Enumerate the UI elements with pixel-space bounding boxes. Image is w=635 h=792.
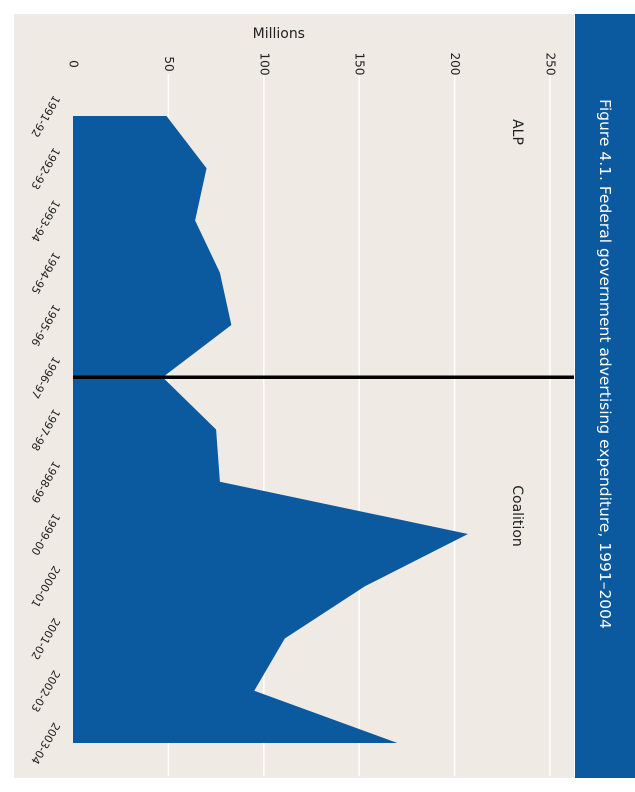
title-band [575,14,635,778]
x-tick-label-1997-98: 1997-98 [28,407,62,453]
y-axis-label: Millions [253,26,305,42]
x-tick-label-1995-96: 1995-96 [28,302,62,348]
y-tick-label-200: 200 [448,53,462,76]
x-tick-label-1992-93: 1992-93 [28,145,62,191]
y-tick-label-0: 0 [67,60,81,68]
y-tick-label-100: 100 [257,53,271,76]
x-tick-label-2000-01: 2000-01 [28,563,62,609]
annotation-alp: ALP [509,119,525,145]
annotation-coalition: Coalition [509,485,525,547]
y-tick-label-50: 50 [162,56,176,71]
x-tick-label-1996-97: 1996-97 [28,354,62,400]
x-tick-label-2002-03: 2002-03 [28,668,62,714]
x-tick-label-2003-04: 2003-04 [28,720,62,766]
y-tick-label-250: 250 [544,53,558,76]
x-tick-label-2001-02: 2001-02 [28,616,62,662]
x-tick-label-1998-99: 1998-99 [28,459,62,505]
x-tick-label-1993-94: 1993-94 [28,198,62,244]
x-tick-label-1991-92: 1991-92 [28,93,62,139]
x-tick-label-1999-00: 1999-00 [28,511,62,557]
x-tick-label-1994-95: 1994-95 [28,250,62,296]
expenditure-area [73,116,468,743]
y-tick-label-150: 150 [353,53,367,76]
